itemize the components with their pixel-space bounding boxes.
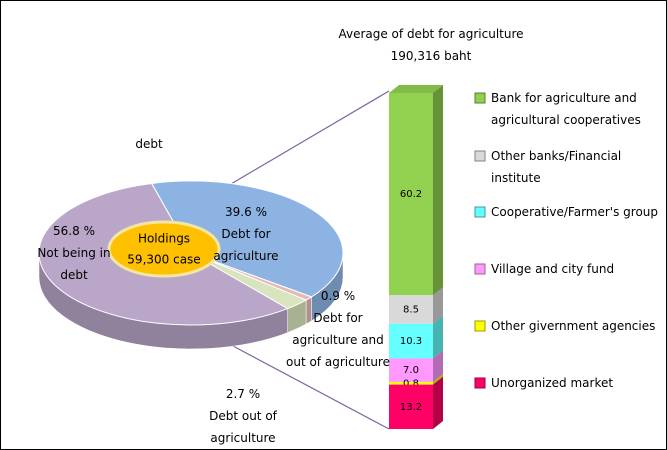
bar-value-label: 8.5 bbox=[403, 305, 419, 316]
legend-label: Bank for agriculture and agricultural co… bbox=[491, 87, 663, 131]
slice-label-text: 2.7 % bbox=[225, 387, 261, 401]
slice-label-text: Debt out of agriculture bbox=[209, 409, 277, 445]
slice-label-text: 0.9 % bbox=[320, 289, 356, 303]
slice-label: 2.7 % Debt out of agriculture bbox=[193, 383, 293, 449]
bar-title-text: 190,316 baht bbox=[390, 49, 472, 63]
legend-label: Cooperative/Farmer's group bbox=[491, 201, 663, 223]
legend-label: Village and city fund bbox=[491, 258, 663, 280]
legend-label: Other banks/Financial institute bbox=[491, 145, 663, 189]
legend-swatch bbox=[474, 320, 486, 332]
legend-swatch bbox=[474, 263, 486, 275]
legend-label-text: Village and city fund bbox=[491, 262, 615, 276]
bar-value-label: 13.2 bbox=[400, 402, 422, 413]
bar-side bbox=[433, 315, 443, 359]
slice-label: 56.8 % Not being in debt bbox=[26, 220, 122, 286]
legend-swatch bbox=[474, 206, 486, 218]
bar-side bbox=[433, 373, 443, 385]
bar-segment bbox=[389, 358, 433, 382]
legend-swatch bbox=[474, 377, 486, 389]
legend-label: Unorganized market bbox=[491, 372, 663, 394]
bar-value-label: 10.3 bbox=[400, 336, 422, 347]
slice-label-text: Debt for agriculture and out of agricult… bbox=[286, 311, 390, 369]
slice-label-text: Not being in debt bbox=[37, 246, 111, 282]
bar-side bbox=[433, 85, 443, 296]
center-label: Holdings bbox=[138, 232, 190, 246]
slice-label-text: 56.8 % bbox=[53, 224, 95, 238]
bar-segment bbox=[389, 93, 433, 296]
connector-line bbox=[218, 90, 390, 192]
bar-title: Average of debt for agriculture 190,316 b… bbox=[301, 23, 561, 67]
connector-line bbox=[232, 345, 390, 430]
legend-swatch bbox=[474, 92, 486, 104]
bar-segment bbox=[389, 295, 433, 324]
bar-side bbox=[433, 350, 443, 382]
bar-top bbox=[389, 85, 443, 93]
bar-value-label: 7.0 bbox=[403, 365, 419, 376]
legend-swatch bbox=[474, 150, 486, 162]
slice-label-text: Debt for agriculture bbox=[213, 227, 279, 263]
pie-slice bbox=[150, 180, 344, 298]
center-badge bbox=[107, 220, 221, 278]
legend-label-text: Bank for agriculture and agricultural co… bbox=[491, 91, 641, 127]
pie-title: debt bbox=[119, 133, 179, 155]
bar-segment bbox=[389, 323, 433, 359]
slice-label: 0.9 % Debt for agriculture and out of agr… bbox=[283, 285, 393, 373]
bar-segment bbox=[389, 381, 433, 385]
legend-label-text: Other givernment agencies bbox=[491, 319, 656, 333]
bar-value-label: 0.8 bbox=[403, 378, 419, 389]
slice-label-text: 39.6 % bbox=[225, 205, 267, 219]
bar-title-text: Average of debt for agriculture bbox=[338, 27, 524, 41]
bar-side bbox=[433, 287, 443, 324]
center-label: 59,300 case bbox=[127, 253, 200, 267]
legend-label: Other givernment agencies bbox=[491, 315, 663, 337]
legend-label-text: Other banks/Financial institute bbox=[491, 149, 622, 185]
bar-side bbox=[433, 376, 443, 429]
bar-segment bbox=[389, 384, 433, 429]
slice-label: 39.6 % Debt for agriculture bbox=[204, 201, 288, 267]
bar-value-label: 60.2 bbox=[400, 189, 422, 200]
pie-title-text: debt bbox=[135, 137, 163, 151]
legend-label-text: Unorganized market bbox=[491, 376, 614, 390]
legend-label-text: Cooperative/Farmer's group bbox=[491, 205, 659, 219]
